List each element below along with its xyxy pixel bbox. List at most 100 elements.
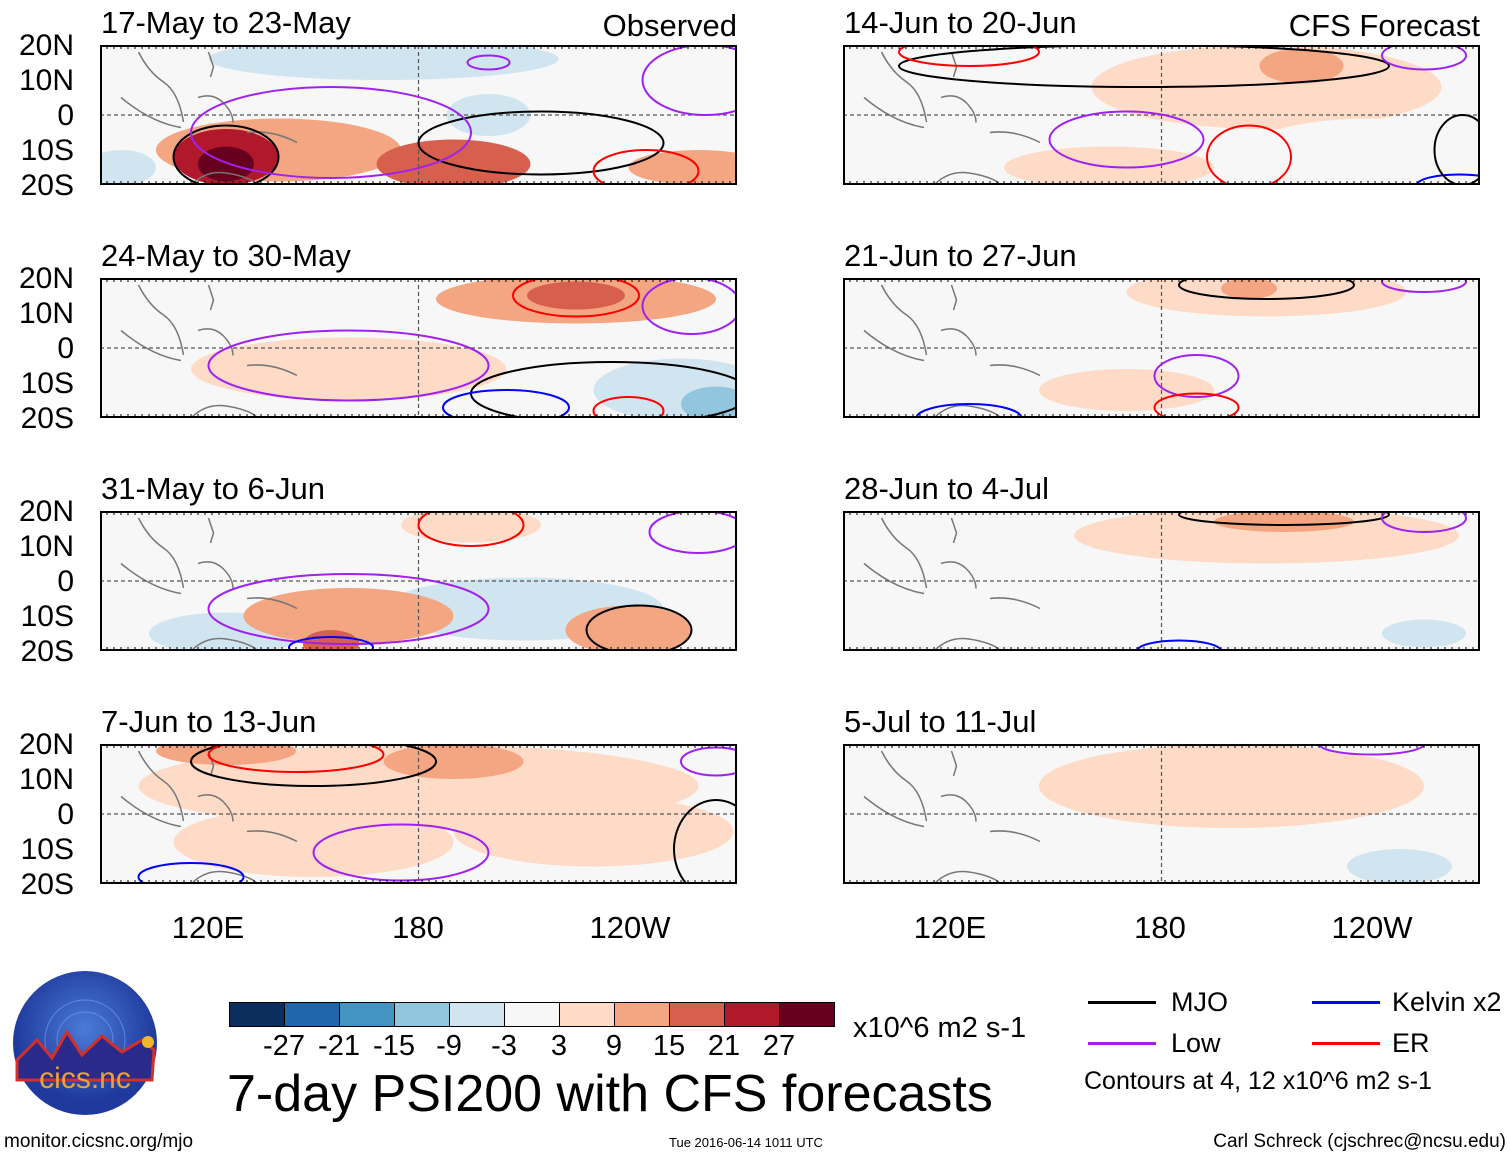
coastline xyxy=(863,750,1041,884)
anomaly-region xyxy=(1214,362,1424,418)
colorbar-label: 27 xyxy=(762,1030,796,1062)
contour-er xyxy=(417,511,525,547)
legend-low-label: Low xyxy=(1171,1028,1221,1058)
contour-low xyxy=(1048,110,1205,169)
anomaly-region xyxy=(681,386,737,418)
legend-er-line xyxy=(1312,1042,1380,1045)
anomaly-region xyxy=(173,807,454,877)
map-panel xyxy=(100,278,737,418)
lat-label: 10S xyxy=(20,600,74,633)
lat-label: 20S xyxy=(20,868,74,901)
anomaly-region xyxy=(1259,48,1344,84)
colorbar xyxy=(229,1002,835,1027)
lat-label: 10S xyxy=(20,367,74,400)
contour-kelvin xyxy=(1136,639,1222,651)
contour-er xyxy=(512,278,640,318)
panel-title: 31-May to 6-Jun xyxy=(101,471,325,506)
contour-low xyxy=(648,511,737,554)
colorbar-swatch xyxy=(560,1003,615,1026)
colorbar-swatch xyxy=(340,1003,395,1026)
anomaly-region xyxy=(383,744,524,779)
panel-title: 5-Jul to 11-Jul xyxy=(844,704,1037,739)
colorbar-swatch xyxy=(230,1003,285,1026)
anomaly-region xyxy=(527,281,625,310)
map-canvas xyxy=(100,45,737,185)
anomaly-region xyxy=(1221,278,1277,299)
lon-label-180: 180 xyxy=(1134,910,1186,945)
contour-low xyxy=(466,54,511,71)
anomaly-region xyxy=(565,605,692,651)
contour-kelvin xyxy=(137,862,245,884)
map-panel xyxy=(843,45,1480,185)
lon-label-120w: 120W xyxy=(1331,910,1413,945)
lat-label: 0 xyxy=(57,99,74,132)
map-canvas xyxy=(100,511,737,651)
lat-label: 10N xyxy=(18,530,74,563)
panel-title: 24-May to 30-May xyxy=(101,238,351,273)
lat-label: 20S xyxy=(20,402,74,435)
anomaly-region xyxy=(628,150,737,185)
legend-kelvin-label: Kelvin x2 xyxy=(1392,987,1502,1017)
contour-er xyxy=(592,149,700,185)
colorbar-swatch xyxy=(505,1003,560,1026)
colorbar-swatch xyxy=(780,1003,834,1026)
lon-label-120e: 120E xyxy=(171,910,245,945)
anomaly-region xyxy=(453,796,734,867)
colorbar-label: -3 xyxy=(491,1030,517,1062)
lat-label: 10N xyxy=(18,297,74,330)
anomaly-shading xyxy=(100,45,737,185)
contour-mjo xyxy=(673,799,737,884)
contour-er xyxy=(207,744,385,773)
colorbar-label: -15 xyxy=(373,1030,415,1062)
contour-er xyxy=(1206,124,1292,185)
anomaly-region xyxy=(1039,744,1424,828)
lat-label: 20N xyxy=(18,29,74,62)
contour-low xyxy=(1381,45,1467,71)
colorbar-label: 3 xyxy=(550,1030,568,1062)
contour-mjo xyxy=(190,744,437,787)
contour-low xyxy=(641,45,737,116)
anomaly-shading xyxy=(846,744,1480,884)
coastline xyxy=(120,517,298,651)
lat-label: 20N xyxy=(18,728,74,761)
anomaly-region xyxy=(401,511,541,543)
map-canvas xyxy=(843,45,1480,185)
anomaly-shading xyxy=(149,511,692,651)
contour-low xyxy=(207,573,490,645)
colorbar-label: -21 xyxy=(318,1030,360,1062)
anomaly-region xyxy=(1091,45,1442,129)
anomaly-shading xyxy=(934,278,1424,418)
coastline xyxy=(863,51,1041,185)
lat-label: 10S xyxy=(20,134,74,167)
contour-mjo xyxy=(1178,278,1355,300)
panel-title: 28-Jun to 4-Jul xyxy=(844,471,1050,506)
lat-label: 20N xyxy=(18,262,74,295)
footer-author: Carl Schreck (cjschrec@ncsu.edu) xyxy=(1213,1131,1506,1152)
anomaly-region xyxy=(1347,849,1452,884)
colorbar-label: -27 xyxy=(263,1030,305,1062)
contour-kelvin xyxy=(915,403,1023,418)
colorbar-label: 21 xyxy=(707,1030,741,1062)
contour-mjo xyxy=(172,124,280,185)
legend-mjo-line xyxy=(1088,1001,1156,1004)
map-panel xyxy=(100,744,737,884)
coastline xyxy=(863,284,1041,418)
lat-label: 20N xyxy=(18,495,74,528)
lat-label: 0 xyxy=(57,798,74,831)
legend-low-line xyxy=(1088,1042,1156,1045)
lat-label: 10N xyxy=(18,763,74,796)
contour-er xyxy=(898,45,1040,67)
footer-timestamp: Tue 2016-06-14 1011 UTC xyxy=(669,1135,823,1150)
anomaly-shading xyxy=(843,511,1480,651)
lon-label-180: 180 xyxy=(392,910,444,945)
contour-low xyxy=(641,278,737,335)
map-panel xyxy=(843,278,1480,418)
anomaly-region xyxy=(191,337,506,401)
contour-mjo xyxy=(417,110,665,176)
anomaly-region xyxy=(846,122,987,178)
anomaly-region xyxy=(1382,619,1466,648)
cics-logo: cics.nc xyxy=(12,970,158,1116)
colorbar-label: 9 xyxy=(605,1030,623,1062)
footer-url: monitor.cicsnc.org/mjo xyxy=(4,1131,194,1152)
map-canvas xyxy=(100,744,737,884)
